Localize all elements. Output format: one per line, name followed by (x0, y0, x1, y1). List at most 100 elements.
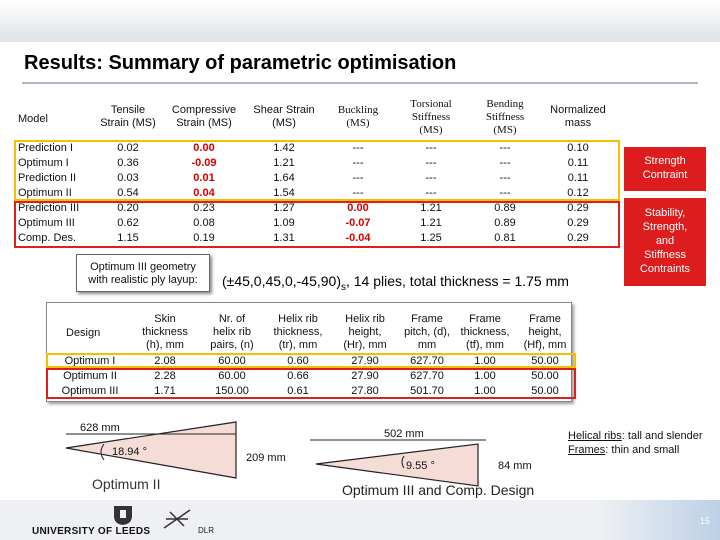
layup-text: (±45,0,45,0,-45,90)s, 14 plies, total th… (222, 273, 569, 293)
header-design: Design (66, 327, 101, 339)
results-cell-shear: 1.27 (273, 202, 295, 214)
results-cell-mass: 0.11 (567, 172, 589, 184)
header-nr-ribs: Nr. of helix rib pairs, (n) (210, 313, 254, 351)
results-cell-buckling: --- (352, 142, 364, 154)
header-frame-pitch: Frame pitch, (d), mm (404, 313, 450, 351)
results-cell-torsional: 1.21 (420, 217, 442, 229)
results-row-model: Optimum II (18, 187, 72, 199)
results-cell-bending: --- (499, 187, 511, 199)
leeds-logo: UNIVERSITY OF LEEDS (32, 526, 151, 537)
results-cell-compressive: 0.19 (193, 232, 215, 244)
header-bending: Bending Stiffness (MS) (485, 98, 525, 136)
design-table-frame (46, 302, 572, 402)
design-cell-nr: 60.00 (218, 355, 246, 367)
left-length-label: 628 mm (80, 422, 120, 434)
results-row-model: Prediction III (18, 202, 80, 214)
layup-label-box: Optimum III geometry with realistic ply … (76, 254, 210, 292)
results-cell-buckling: -0.04 (345, 232, 371, 244)
right-angle-label: 9.55 ° (406, 460, 435, 472)
results-cell-mass: 0.12 (567, 187, 589, 199)
design-cell-nr: 150.00 (215, 385, 249, 397)
left-angle-label: 18.94 ° (112, 446, 147, 458)
frames-remark: Frames: thin and small (568, 444, 680, 456)
design-cell-nr: 60.00 (218, 370, 246, 382)
results-cell-shear: 1.42 (273, 142, 295, 154)
helical-remark: Helical ribs: tall and slender (568, 430, 703, 442)
left-angle-arc (100, 443, 105, 461)
right-length-label: 502 mm (384, 428, 424, 440)
header-torsional: Torsional Stiffness (MS) (410, 98, 452, 136)
results-cell-buckling: 0.00 (347, 202, 369, 214)
results-cell-torsional: --- (425, 172, 437, 184)
design-highlight-yellow (46, 353, 576, 368)
left-taper-shape (65, 421, 237, 479)
results-cell-shear: 1.54 (273, 187, 295, 199)
results-cell-compressive: 0.04 (193, 187, 215, 199)
results-cell-shear: 1.09 (273, 217, 295, 229)
design-cell-hrh: 27.80 (351, 385, 379, 397)
results-cell-mass: 0.10 (567, 142, 589, 154)
results-cell-torsional: --- (425, 157, 437, 169)
design-cell-hrt: 0.66 (287, 370, 309, 382)
results-row-model: Optimum I (18, 157, 69, 169)
design-cell-hrt: 0.61 (287, 385, 309, 397)
top-band (0, 0, 720, 42)
stability-note: Stability, Strength, and Stiffness Contraint… (624, 198, 706, 286)
left-height-label: 209 mm (246, 452, 286, 464)
results-cell-tensile: 1.15 (117, 232, 139, 244)
design-row-name: Optimum II (63, 370, 117, 382)
design-cell-skin: 2.08 (154, 355, 176, 367)
design-cell-fh: 50.00 (531, 370, 559, 382)
results-cell-tensile: 0.20 (117, 202, 139, 214)
header-buckling: Buckling (MS) (337, 104, 379, 129)
header-compressive: Compressive Strain (MS) (171, 104, 237, 129)
results-cell-bending: 0.89 (494, 217, 516, 229)
results-cell-tensile: 0.62 (117, 217, 139, 229)
results-cell-buckling: --- (352, 187, 364, 199)
design-cell-hrh: 27.90 (351, 355, 379, 367)
results-cell-shear: 1.64 (273, 172, 295, 184)
results-cell-tensile: 0.54 (117, 187, 139, 199)
results-cell-bending: 0.81 (494, 232, 516, 244)
results-cell-torsional: --- (425, 187, 437, 199)
results-cell-mass: 0.11 (567, 157, 589, 169)
design-cell-fp: 501.70 (410, 385, 444, 397)
design-cell-fp: 627.70 (410, 370, 444, 382)
results-cell-mass: 0.29 (567, 217, 589, 229)
page-number: 15 (700, 516, 711, 526)
right-taper-shape (315, 443, 479, 487)
design-cell-skin: 2.28 (154, 370, 176, 382)
header-model: Model (18, 113, 48, 125)
design-cell-ft: 1.00 (474, 355, 496, 367)
design-cell-hrh: 27.90 (351, 370, 379, 382)
results-cell-tensile: 0.03 (117, 172, 139, 184)
header-frame-height: Frame height, (Hf), mm (523, 313, 567, 351)
results-cell-shear: 1.21 (273, 157, 295, 169)
header-tensile: Tensile Strain (MS) (100, 104, 156, 129)
results-row-model: Comp. Des. (18, 232, 77, 244)
results-cell-compressive: 0.23 (193, 202, 215, 214)
right-height-label: 84 mm (498, 460, 532, 472)
results-cell-compressive: 0.00 (193, 142, 215, 154)
left-caption: Optimum II (92, 476, 161, 492)
design-cell-hrt: 0.60 (287, 355, 309, 367)
header-rib-thickness: Helix rib thickness, (tr), mm (273, 313, 323, 351)
design-cell-ft: 1.00 (474, 370, 496, 382)
design-row-name: Optimum I (64, 355, 116, 367)
results-cell-buckling: --- (352, 172, 364, 184)
header-frame-thickness: Frame thickness, (tf), mm (460, 313, 510, 351)
results-cell-torsional: 1.25 (420, 232, 442, 244)
results-cell-shear: 1.31 (273, 232, 295, 244)
results-cell-buckling: -0.07 (345, 217, 371, 229)
design-cell-fp: 627.70 (410, 355, 444, 367)
footer-gradient (600, 500, 720, 540)
results-row-model: Prediction II (18, 172, 77, 184)
strength-highlight-box (14, 140, 620, 201)
right-angle-arc (401, 455, 405, 469)
results-cell-bending: --- (499, 157, 511, 169)
right-caption: Optimum III and Comp. Design (342, 482, 535, 498)
results-cell-torsional: --- (425, 142, 437, 154)
results-cell-compressive: -0.09 (191, 157, 217, 169)
header-mass: Normalized mass (550, 104, 606, 129)
results-cell-buckling: --- (352, 157, 364, 169)
